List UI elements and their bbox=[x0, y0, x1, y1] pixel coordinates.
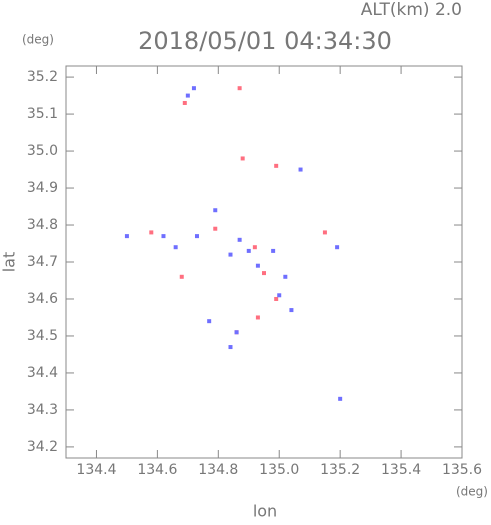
data-point bbox=[228, 345, 233, 350]
x-tick-label: 135.2 bbox=[320, 462, 360, 478]
data-point bbox=[252, 245, 257, 250]
data-point bbox=[274, 296, 279, 301]
y-tick-label: 34.7 bbox=[27, 254, 58, 270]
data-point bbox=[191, 86, 196, 91]
y-unit: (deg) bbox=[22, 33, 54, 47]
y-tick-label: 34.6 bbox=[27, 291, 58, 307]
data-point bbox=[124, 234, 129, 239]
plot-frame bbox=[65, 65, 463, 459]
y-tick-label: 35.1 bbox=[27, 106, 58, 122]
data-point bbox=[283, 274, 288, 279]
data-point bbox=[207, 319, 212, 324]
x-tick-label: 135.0 bbox=[259, 462, 299, 478]
x-tick-label: 134.4 bbox=[76, 462, 116, 478]
data-point bbox=[182, 100, 187, 105]
x-tick-label: 135.4 bbox=[381, 462, 421, 478]
data-point bbox=[322, 230, 327, 235]
data-point bbox=[234, 330, 239, 335]
data-point bbox=[194, 234, 199, 239]
data-point bbox=[277, 293, 282, 298]
data-point bbox=[185, 93, 190, 98]
data-point bbox=[274, 163, 279, 168]
chart-title: 2018/05/01 04:34:30 bbox=[138, 27, 392, 55]
y-tick-label: 35.0 bbox=[27, 143, 58, 159]
y-tick-label: 35.2 bbox=[27, 69, 58, 85]
x-tick-label: 135.6 bbox=[442, 462, 482, 478]
data-point bbox=[338, 396, 343, 401]
data-point bbox=[173, 245, 178, 250]
data-point bbox=[335, 245, 340, 250]
data-point bbox=[240, 156, 245, 161]
data-point bbox=[298, 167, 303, 172]
data-point bbox=[213, 208, 218, 213]
y-tick-label: 34.5 bbox=[27, 328, 58, 344]
data-point bbox=[289, 308, 294, 313]
y-tick-label: 34.9 bbox=[27, 180, 58, 196]
x-unit: (deg) bbox=[456, 485, 488, 499]
x-tick-label: 134.8 bbox=[198, 462, 238, 478]
data-point bbox=[179, 274, 184, 279]
y-tick-label: 34.8 bbox=[27, 217, 58, 233]
x-tick-label: 134.6 bbox=[137, 462, 177, 478]
data-point bbox=[255, 263, 260, 268]
data-point bbox=[262, 271, 266, 276]
subtitle: ALT(km) 2.0 bbox=[361, 0, 462, 20]
data-point bbox=[149, 230, 154, 235]
data-point bbox=[255, 315, 260, 320]
y-label: lat bbox=[0, 252, 19, 273]
data-point bbox=[237, 237, 242, 242]
data-point bbox=[161, 234, 166, 239]
data-point bbox=[213, 226, 218, 231]
y-tick-label: 34.3 bbox=[27, 402, 58, 418]
data-point bbox=[228, 252, 233, 257]
y-tick-label: 34.4 bbox=[27, 365, 58, 381]
x-label: lon bbox=[253, 502, 277, 521]
data-point bbox=[271, 248, 276, 253]
data-point bbox=[246, 248, 251, 253]
data-point bbox=[237, 86, 242, 91]
y-tick-label: 34.2 bbox=[27, 439, 58, 455]
